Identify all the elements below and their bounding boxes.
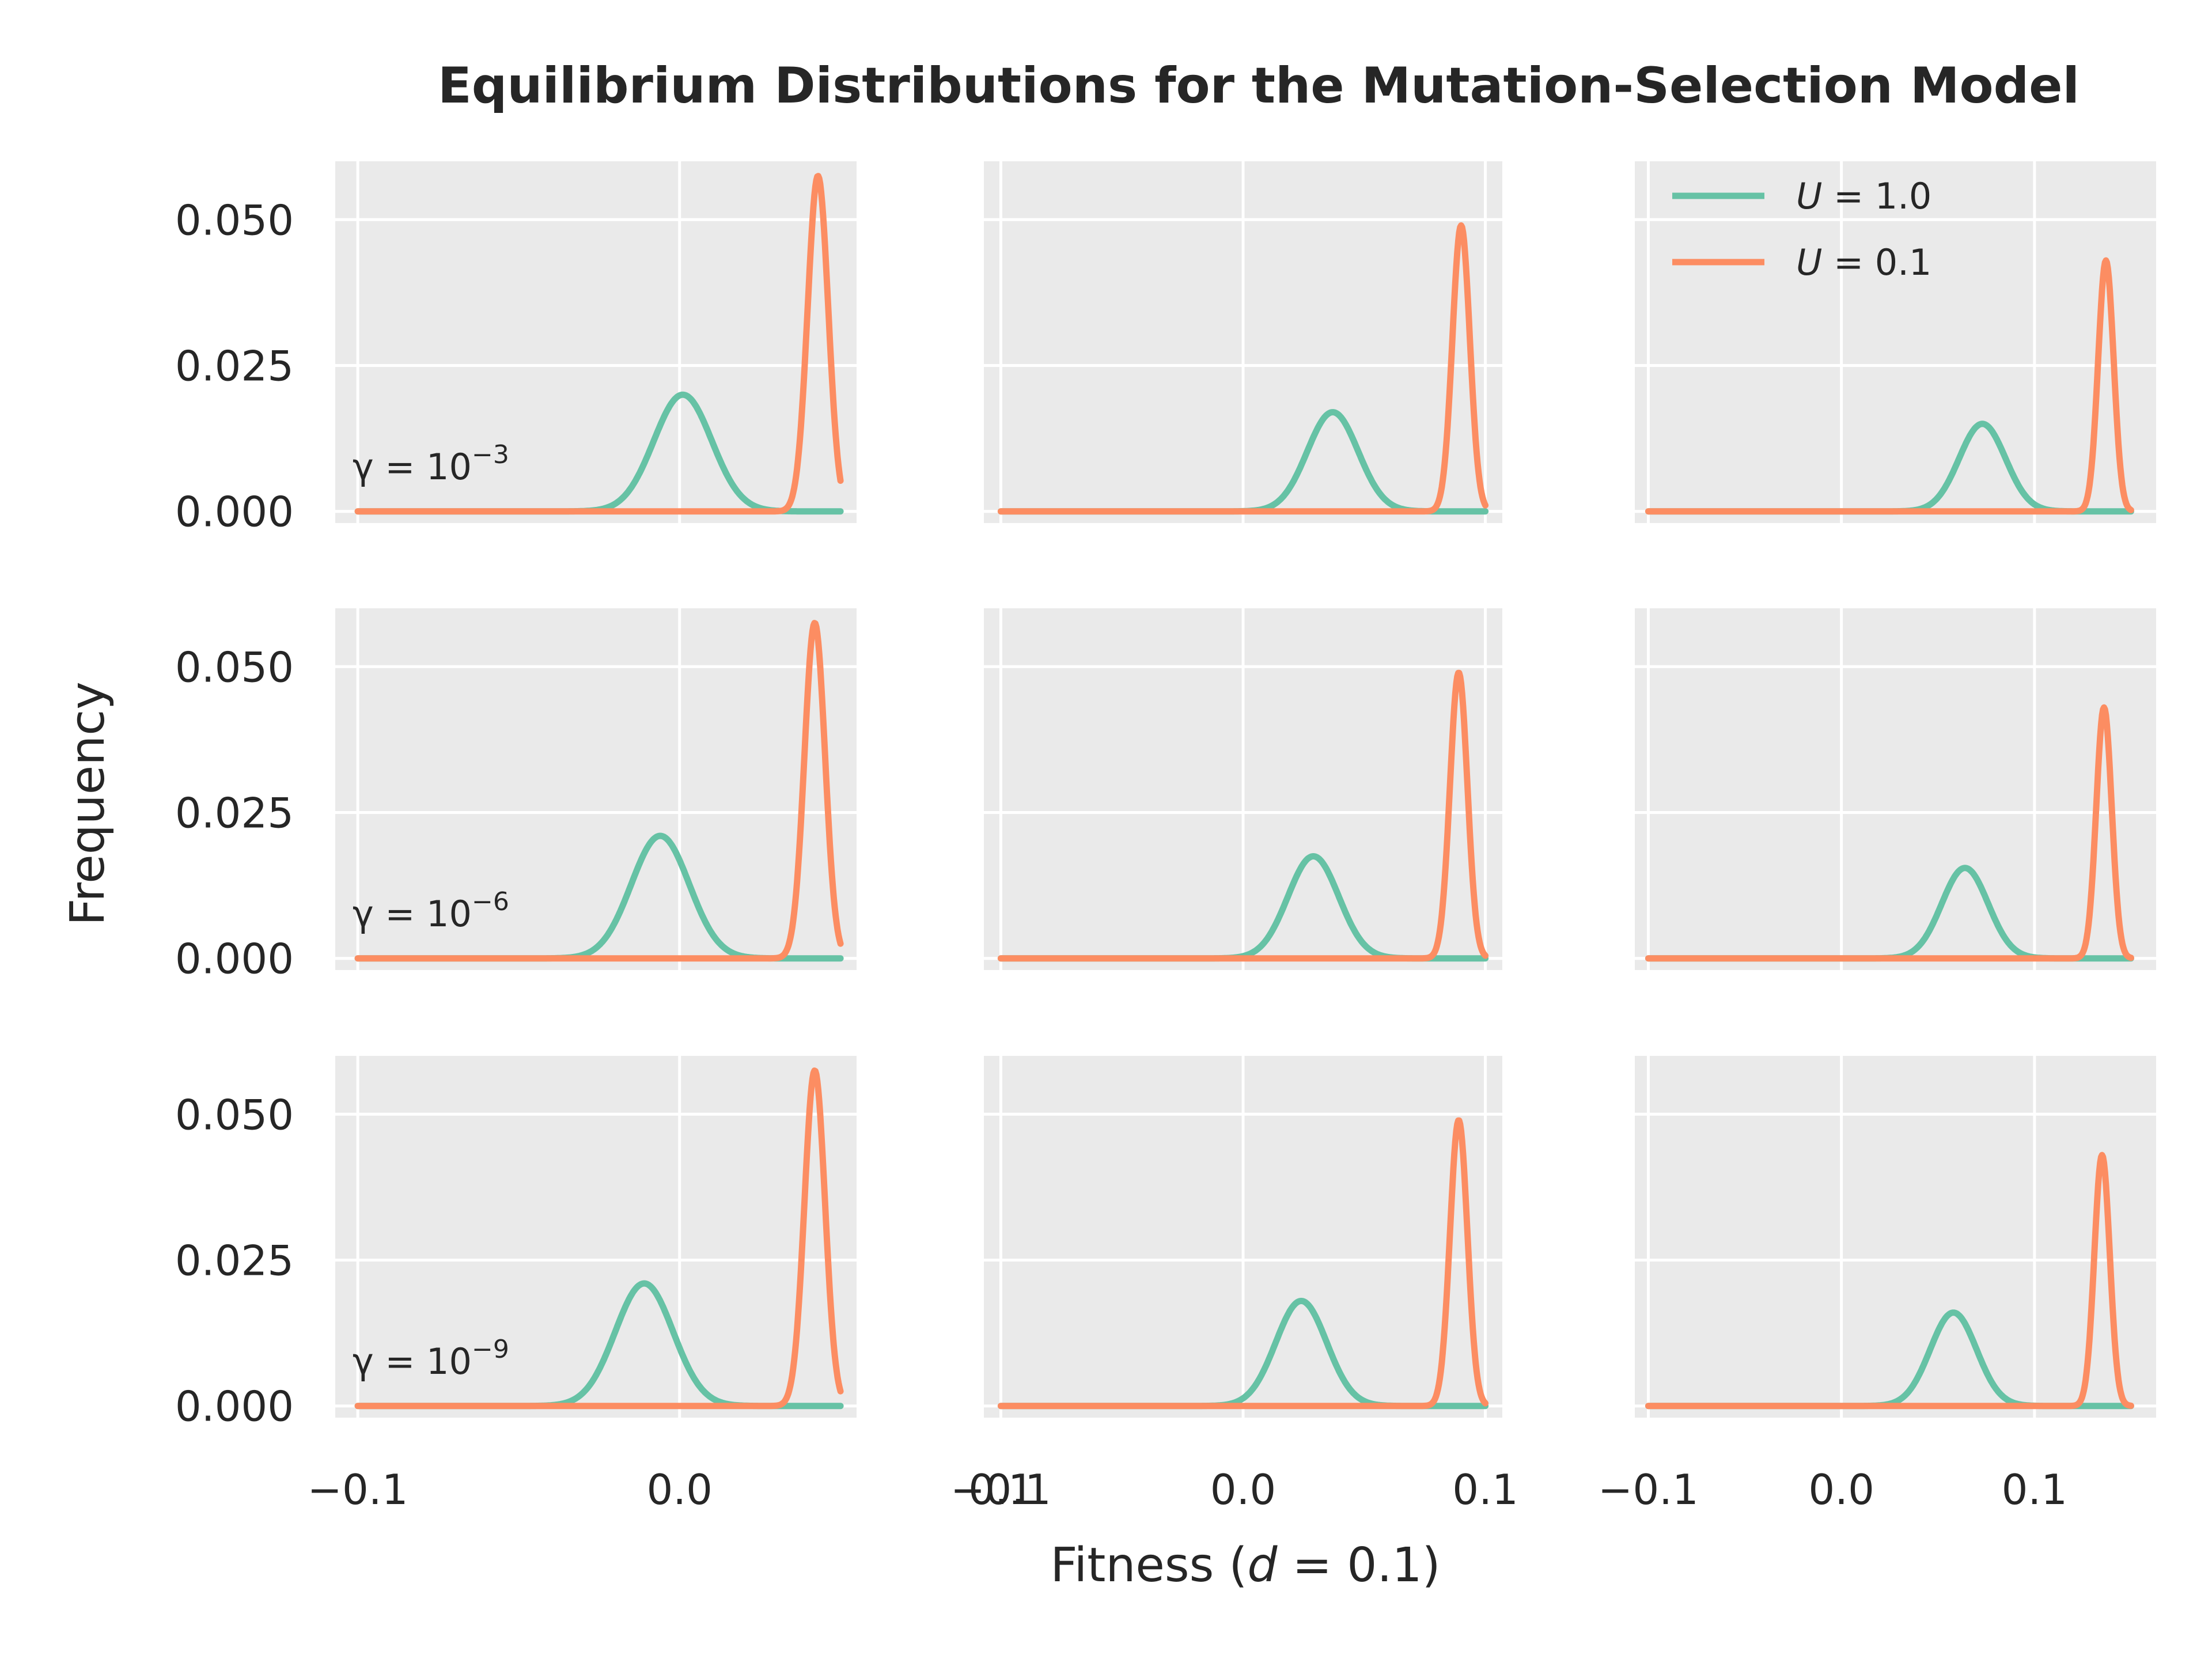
x-tick-label: 0.1 — [2002, 1465, 2068, 1514]
y-tick-label: 0.025 — [175, 1237, 294, 1285]
y-tick-label: 0.000 — [175, 935, 294, 983]
legend: U = 1.0U = 0.1 — [1672, 175, 1931, 283]
x-tick-label: 0.1 — [968, 1465, 1035, 1514]
chart-title: Equilibrium Distributions for the Mutati… — [438, 57, 2080, 115]
gamma-annotation-exponent: −6 — [472, 887, 509, 916]
subplot-r2-c0: 0.000 0.025 0.050 γ = 10−9 −0.1 0.0 0.1 — [175, 1056, 1035, 1514]
subplot-r2-c1: −0.1 0.0 0.1 — [950, 1056, 1518, 1514]
subplot-r1-c2 — [1635, 608, 2156, 970]
legend-label: U = 1.0 — [1796, 175, 1931, 217]
series-line-U-0.1 — [354, 620, 844, 962]
y-tick-label: 0.050 — [175, 643, 294, 691]
x-tick-label: −0.1 — [950, 1465, 1051, 1514]
x-tick-label: 0.0 — [1808, 1465, 1874, 1514]
x-axis-label-post: = 0.1) — [1277, 1538, 1440, 1593]
series-line-U-0.1 — [997, 1117, 1489, 1410]
gamma-annotation-base: γ = 10 — [353, 446, 472, 488]
legend-value: = 0.1 — [1822, 241, 1931, 283]
subplot-r2-c2: −0.1 0.0 0.1 — [1598, 1056, 2156, 1514]
y-tick-label: 0.000 — [175, 1382, 294, 1431]
subplot-r0-c1 — [984, 161, 1502, 523]
legend-label: U = 0.1 — [1796, 241, 1931, 283]
gamma-annotation-exponent: −3 — [472, 440, 509, 469]
plot-area — [335, 608, 857, 970]
gamma-annotation: γ = 10−3 — [353, 440, 509, 488]
series-line-U-0.1 — [354, 1067, 844, 1410]
y-tick-label: 0.050 — [175, 196, 294, 244]
series-line-U-0.1 — [997, 669, 1489, 962]
series-line-U-0.1 — [1645, 257, 2134, 515]
plot-area — [335, 161, 857, 523]
y-axis-label: Frequency — [60, 681, 115, 926]
series-line-U-0.1 — [997, 222, 1489, 515]
x-axis-label-var: d — [1247, 1538, 1278, 1593]
series-line-U-0.1 — [354, 173, 844, 515]
subplot-r0-c0: 0.000 0.025 0.050 γ = 10−3 — [175, 161, 857, 536]
legend-var: U — [1796, 241, 1822, 283]
subplot-r1-c1 — [984, 608, 1502, 970]
plot-area — [1635, 608, 2156, 970]
x-tick-label: −0.1 — [1598, 1465, 1699, 1514]
y-tick-label: 0.050 — [175, 1090, 294, 1139]
subplot-r1-c0: 0.000 0.025 0.050 γ = 10−6 — [175, 608, 857, 983]
plot-area — [1635, 1056, 2156, 1418]
x-tick-label: 0.0 — [646, 1465, 713, 1514]
y-tick-label: 0.025 — [175, 789, 294, 838]
gamma-annotation: γ = 10−6 — [353, 887, 509, 935]
x-axis-label: Fitness (d = 0.1) — [1050, 1538, 1440, 1593]
gamma-annotation-base: γ = 10 — [353, 1340, 472, 1382]
gamma-annotation-base: γ = 10 — [353, 893, 472, 935]
legend-value: = 1.0 — [1822, 175, 1931, 217]
y-tick-label: 0.025 — [175, 342, 294, 391]
subplot-r0-c2: U = 1.0U = 0.1 — [1635, 161, 2156, 523]
x-axis-label-pre: Fitness ( — [1050, 1538, 1247, 1593]
x-tick-label: 0.0 — [1210, 1465, 1277, 1514]
x-tick-label: 0.1 — [1452, 1465, 1518, 1514]
gamma-annotation-exponent: −9 — [472, 1335, 509, 1364]
plot-area — [335, 1056, 857, 1418]
series-line-U-0.1 — [1645, 704, 2134, 962]
series-line-U-0.1 — [1645, 1152, 2134, 1410]
gamma-annotation: γ = 10−9 — [353, 1335, 509, 1382]
legend-var: U — [1796, 175, 1822, 217]
y-tick-label: 0.000 — [175, 488, 294, 536]
plot-area — [1635, 161, 2156, 523]
x-tick-label: −0.1 — [308, 1465, 408, 1514]
